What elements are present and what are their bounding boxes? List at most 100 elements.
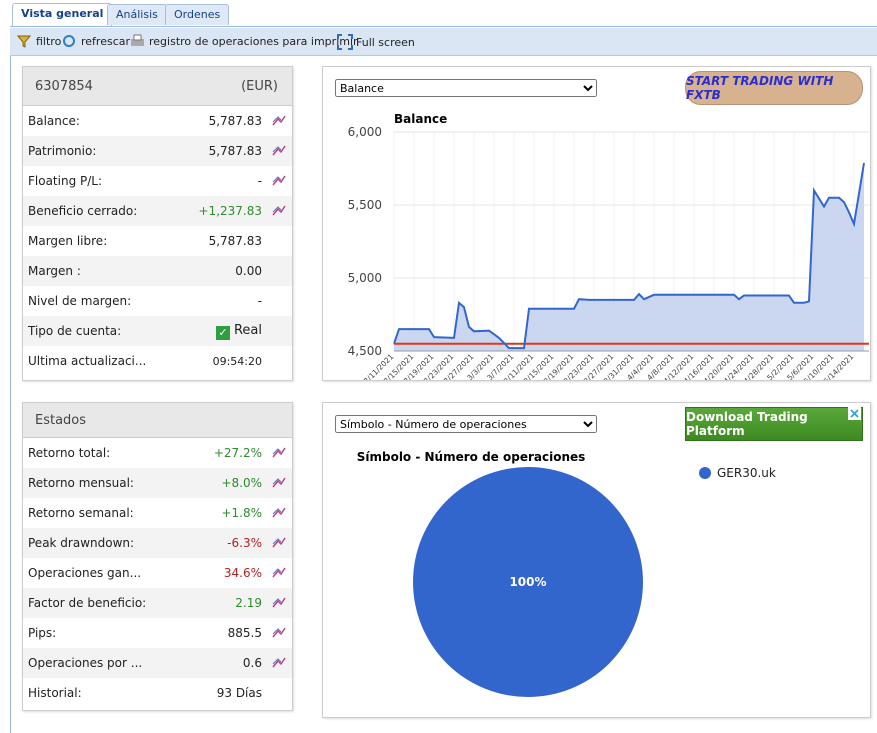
row-label: Peak drawndown: bbox=[28, 536, 135, 550]
ad-button[interactable]: Download Trading Platform bbox=[685, 407, 863, 441]
tab-strip bbox=[10, 0, 877, 27]
row: Peak drawndown: -6.3% bbox=[23, 528, 292, 558]
icon-line bbox=[272, 146, 282, 153]
row-value: 34.6% bbox=[223, 566, 262, 580]
toolbar-label: registro de operaciones para imprimir bbox=[149, 34, 358, 48]
refresh-icon bbox=[63, 35, 75, 47]
account-rows: Balance: 5,787.83 Patrimonio: 5,787.83 Float… bbox=[23, 106, 292, 376]
chart-icon[interactable] bbox=[272, 656, 286, 668]
icon-line bbox=[272, 477, 286, 488]
toolbar-button[interactable]: registro de operaciones para imprimir bbox=[130, 34, 358, 48]
row-value: 0.00 bbox=[235, 264, 262, 278]
balance-line bbox=[393, 162, 865, 350]
icon-line bbox=[272, 176, 282, 183]
account-id: 6307854 bbox=[35, 78, 93, 94]
filter-icon bbox=[17, 35, 32, 48]
row-label: Beneficio cerrado: bbox=[28, 204, 138, 218]
fullscreen-icon bbox=[337, 34, 353, 50]
icon-line bbox=[272, 115, 286, 126]
row-label: Historial: bbox=[28, 686, 82, 700]
chart-icon[interactable] bbox=[272, 174, 286, 186]
toolbar-button[interactable]: Full screen bbox=[337, 34, 415, 50]
icon-line bbox=[272, 507, 286, 518]
icon-line bbox=[272, 145, 286, 156]
pie-panel: Símbolo - Número de operaciones Download… bbox=[322, 402, 871, 718]
icon-line bbox=[272, 567, 286, 578]
icon-line bbox=[272, 658, 282, 665]
toolbar-label: filtro bbox=[36, 34, 62, 48]
tab[interactable]: Vista general bbox=[12, 3, 113, 26]
chart-selector[interactable]: Balance bbox=[335, 79, 597, 97]
chart-icon[interactable] bbox=[272, 536, 286, 548]
row-value: - bbox=[257, 174, 262, 188]
row-value: +1,237.83 bbox=[198, 204, 263, 218]
row-label: Operaciones por ... bbox=[28, 656, 143, 670]
check-box: ✓ bbox=[215, 325, 230, 340]
icon-line bbox=[272, 116, 282, 123]
pie-chart: Símbolo - Número de operaciones 100% GER30… bbox=[357, 450, 776, 697]
chart-icon[interactable] bbox=[272, 506, 286, 518]
icon-line bbox=[272, 597, 286, 608]
row-label: Operaciones gan... bbox=[28, 566, 142, 580]
row-label: Ultima actualizaci... bbox=[28, 354, 147, 368]
row-label: Retorno mensual: bbox=[28, 476, 134, 490]
ad-button[interactable]: START TRADING WITH FXTB bbox=[685, 71, 863, 105]
stats-title: Estados bbox=[35, 412, 87, 428]
row-label: Retorno semanal: bbox=[28, 506, 134, 520]
chart-icon[interactable] bbox=[272, 446, 286, 458]
icon-line bbox=[272, 205, 286, 216]
tab[interactable]: Ordenes bbox=[165, 4, 230, 25]
row-value: 885.5 bbox=[227, 626, 262, 640]
chart-icon[interactable] bbox=[272, 566, 286, 578]
row: Retorno mensual: +8.0% bbox=[23, 468, 292, 498]
row: Nivel de margen: - bbox=[23, 286, 292, 316]
stats-panel: Estados Retorno total: +27.2% Retorno mens… bbox=[22, 402, 293, 711]
chart-icon[interactable] bbox=[272, 596, 286, 608]
chart-icon[interactable] bbox=[272, 476, 286, 488]
row-value: +8.0% bbox=[221, 476, 262, 490]
chart-icon[interactable] bbox=[272, 626, 286, 638]
tab[interactable]: Análisis bbox=[107, 4, 167, 25]
icon-line bbox=[272, 508, 282, 515]
chart-title: Balance bbox=[394, 112, 447, 126]
chart-icon[interactable] bbox=[272, 144, 286, 156]
account-header: 6307854 (EUR) bbox=[23, 67, 292, 106]
row: Pips: 885.5 bbox=[23, 618, 292, 648]
icon-line bbox=[272, 628, 282, 635]
row-value: 93 Días bbox=[216, 686, 262, 700]
row-value: 5,787.83 bbox=[208, 144, 262, 158]
icon-line bbox=[272, 598, 282, 605]
toolbar-button[interactable]: filtro bbox=[17, 34, 61, 48]
ad-close[interactable] bbox=[848, 407, 861, 420]
toolbar-button[interactable]: refrescar bbox=[62, 34, 130, 48]
account-panel: 6307854 (EUR) Balance: 5,787.83 Patrimonio:… bbox=[22, 66, 293, 381]
row: Margen libre: 5,787.83 bbox=[23, 226, 292, 256]
chart-icon[interactable] bbox=[272, 204, 286, 216]
row-value: 2.19 bbox=[235, 596, 262, 610]
row: Margen : 0.00 bbox=[23, 256, 292, 286]
row: Operaciones gan... 34.6% bbox=[23, 558, 292, 588]
icon-line bbox=[272, 538, 282, 545]
row-value-text: Real bbox=[233, 322, 262, 338]
chart-selector[interactable]: Símbolo - Número de operaciones bbox=[335, 415, 597, 433]
chart-title: Símbolo - Número de operaciones bbox=[357, 450, 586, 464]
row: Tipo de cuenta: ✓ Real bbox=[23, 316, 292, 346]
row-value: -6.3% bbox=[227, 536, 262, 550]
row: Patrimonio: 5,787.83 bbox=[23, 136, 292, 166]
row-label: Floating P/L: bbox=[28, 174, 103, 188]
row-label: Retorno total: bbox=[28, 446, 111, 460]
pie-slice bbox=[413, 467, 643, 697]
balance-panel: Balance START TRADING WITH FXTB Balance 4… bbox=[322, 66, 871, 381]
icon-line bbox=[272, 568, 282, 575]
row-label: Balance: bbox=[28, 114, 80, 128]
slice-label: 100% bbox=[509, 575, 546, 589]
icon-line bbox=[272, 627, 286, 638]
row: Operaciones por ... 0.6 bbox=[23, 648, 292, 678]
row: Retorno total: +27.2% bbox=[23, 438, 292, 468]
legend-label: GER30.uk bbox=[717, 466, 776, 480]
chart-icon[interactable] bbox=[272, 114, 286, 126]
row-value: +27.2% bbox=[213, 446, 262, 460]
legend-swatch bbox=[699, 467, 711, 479]
row: Retorno semanal: +1.8% bbox=[23, 498, 292, 528]
